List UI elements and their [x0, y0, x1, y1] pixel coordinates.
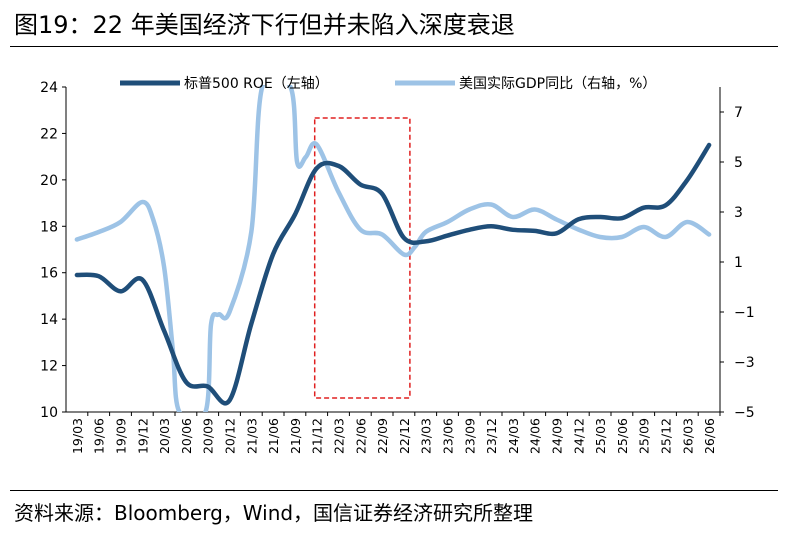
title-rule: [10, 46, 778, 47]
x-tick-label: 20/12: [223, 418, 238, 454]
x-tick-label: 23/03: [419, 418, 434, 454]
x-tick-label: 22/09: [375, 418, 390, 454]
x-tick-label: 25/09: [637, 418, 652, 454]
x-tick-label: 24/09: [550, 418, 565, 454]
right-tick-label: −1: [734, 305, 755, 321]
x-tick-label: 19/09: [114, 418, 129, 454]
x-tick-label: 25/03: [593, 418, 608, 454]
x-tick-label: 21/12: [310, 418, 325, 454]
left-tick-label: 10: [40, 405, 58, 421]
left-tick-label: 12: [40, 359, 58, 375]
x-tick-label: 22/12: [397, 418, 412, 454]
figure-title: 图19：22 年美国经济下行但并未陷入深度衰退: [14, 11, 515, 39]
x-tick-label: 23/12: [484, 418, 499, 454]
left-tick-label: 20: [40, 173, 58, 189]
right-tick-label: 7: [734, 105, 743, 121]
x-tick-label: 24/12: [571, 418, 586, 454]
x-tick-label: 26/06: [702, 418, 717, 454]
x-tick-label: 19/03: [70, 418, 85, 454]
series-lines: [74, 85, 712, 412]
left-tick-label: 16: [40, 266, 58, 282]
left-tick-label: 24: [40, 80, 58, 96]
chart: 24 22 20 18 16 14 12 10 7 5 3 1 −1 −3 −5 19/03 19/06 19/0…: [40, 76, 754, 454]
source-note: 资料来源：Bloomberg，Wind，国信证券经济研究所整理: [14, 501, 534, 525]
right-tick-label: 3: [734, 205, 743, 221]
right-tick-label: −5: [734, 405, 755, 421]
series-line-roe: [74, 142, 712, 406]
left-tick-label: 18: [40, 219, 58, 235]
axes: 24 22 20 18 16 14 12 10 7 5 3 1 −1 −3 −5 19/03 19/06 19/0…: [40, 80, 754, 454]
x-tick-label: 19/06: [92, 418, 107, 454]
right-tick-label: 1: [734, 255, 743, 271]
x-tick-label: 20/09: [201, 418, 216, 454]
x-tick-label: 20/06: [179, 418, 194, 454]
x-tick-label: 19/12: [135, 418, 150, 454]
x-tick-label: 24/06: [528, 418, 543, 454]
x-tick-label: 20/03: [157, 418, 172, 454]
x-tick-label: 25/06: [615, 418, 630, 454]
legend-label-gdp: 美国实际GDP同比（右轴，%）: [459, 76, 656, 92]
x-tick-label: 25/12: [659, 418, 674, 454]
x-tick-label: 22/06: [353, 418, 368, 454]
x-tick-label: 23/06: [441, 418, 456, 454]
legend-label-roe: 标普500 ROE（左轴）: [184, 76, 329, 92]
x-tick-label: 21/06: [266, 418, 281, 454]
legend: 标普500 ROE（左轴） 美国实际GDP同比（右轴，%）: [120, 76, 656, 92]
x-tick-label: 26/03: [680, 418, 695, 454]
right-tick-label: −3: [734, 355, 755, 371]
left-tick-label: 22: [40, 126, 58, 142]
highlight-box: [313, 117, 411, 399]
x-tick-label: 23/09: [462, 418, 477, 454]
x-tick-label: 24/03: [506, 418, 521, 454]
x-tick-label: 21/03: [244, 418, 259, 454]
x-tick-label: 21/09: [288, 418, 303, 454]
source-rule: [10, 490, 778, 491]
right-tick-label: 5: [734, 155, 743, 171]
x-tick-label: 22/03: [332, 418, 347, 454]
series-line-gdp: [74, 85, 712, 412]
left-tick-label: 14: [40, 312, 58, 328]
